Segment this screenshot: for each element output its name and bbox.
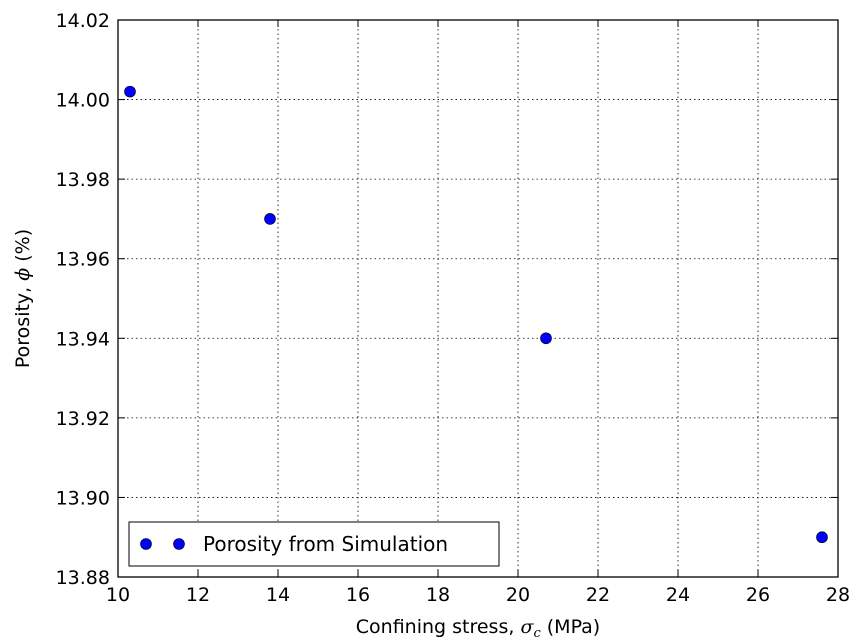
axis-ticks [117,19,839,578]
x-axis-title-prefix: Confining stress, [356,616,521,638]
x-axis-title: Confining stress, σc (MPa) [356,616,600,639]
legend-marker [140,538,152,550]
y-tick-label: 13.92 [56,408,110,430]
data-point [124,85,136,98]
x-tick-label: 16 [346,584,370,606]
plot-frame [117,19,839,578]
x-tick-label: 26 [746,584,770,606]
y-tick-label: 13.90 [56,487,110,509]
tick-labels: 10 12 14 16 18 20 22 24 26 28 13.88 13.90 13.92 13.94… [56,10,851,606]
y-axis-title-symbol: ϕ [12,268,34,281]
y-tick-label: 13.88 [56,567,110,589]
y-axis-title: Porosity, ϕ (%) [12,229,34,368]
x-tick-label: 18 [426,584,450,606]
x-tick-label: 28 [826,584,850,606]
y-axis-title-prefix: Porosity, [12,281,34,368]
x-tick-label: 22 [586,584,610,606]
data-points [124,85,828,544]
y-tick-label: 14.02 [56,10,110,32]
x-axis-title-symbol: σ [520,616,534,638]
legend-label: Porosity from Simulation [203,532,448,556]
data-point [540,332,552,345]
x-tick-label: 20 [506,584,530,606]
legend-box [128,521,500,567]
x-tick-label: 10 [106,584,130,606]
data-point [264,213,276,225]
y-tick-label: 13.98 [56,169,110,191]
x-axis-title-subscript: c [533,626,541,639]
x-tick-label: 12 [186,584,210,606]
legend-marker [173,538,185,550]
y-tick-label: 13.96 [56,249,110,271]
y-axis-title-suffix: (%) [12,229,34,268]
x-tick-label: 24 [666,584,690,606]
y-tick-label: 14.00 [56,90,110,112]
data-point [816,531,828,544]
legend: Porosity from Simulation [128,521,500,567]
x-tick-label: 14 [266,584,290,606]
x-axis-title-suffix: (MPa) [541,616,601,638]
y-tick-label: 13.94 [56,328,110,350]
